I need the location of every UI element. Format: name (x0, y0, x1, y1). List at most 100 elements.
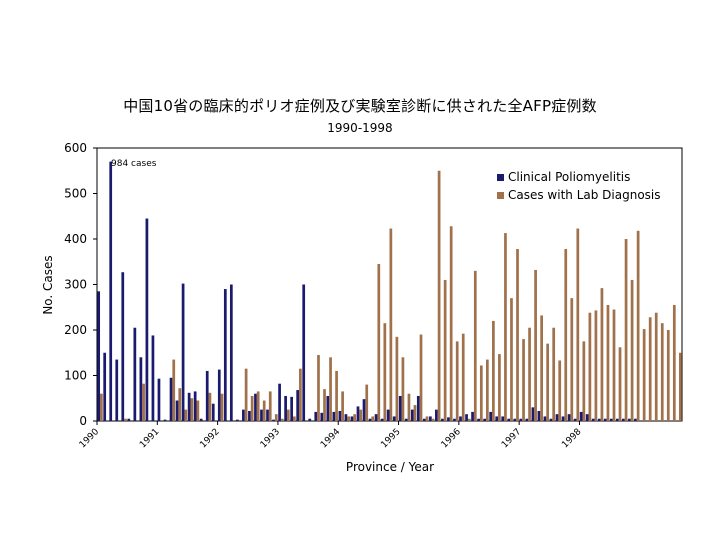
bar-clinical (525, 418, 529, 421)
bar-clinical (326, 395, 330, 421)
bar-lab (618, 347, 622, 421)
bar-lab (268, 391, 272, 421)
bar-clinical (272, 419, 275, 421)
bar-clinical (145, 218, 149, 421)
bar-lab (407, 393, 411, 421)
bar-lab (516, 249, 519, 421)
bar-lab (359, 409, 363, 421)
bar-lab (437, 170, 441, 421)
bar-clinical (169, 377, 173, 421)
bar-clinical (338, 410, 342, 421)
legend: Clinical Poliomyelitis Cases with Lab Di… (497, 168, 661, 204)
bar-lab (142, 383, 145, 421)
bar-clinical (561, 416, 565, 421)
y-tick-label: 300 (64, 278, 87, 292)
bar-clinical (543, 416, 547, 421)
bar-lab (678, 352, 682, 421)
bar-lab (395, 336, 399, 421)
bar-lab (208, 392, 212, 421)
bar-clinical (441, 418, 444, 421)
bar-clinical (386, 409, 390, 421)
bar-clinical (489, 411, 493, 421)
bar-lab (455, 341, 459, 421)
bar-clinical (157, 378, 161, 421)
bar-clinical (477, 418, 480, 421)
bar-lab (582, 341, 586, 421)
bar-lab (100, 393, 103, 421)
legend-item-clinical: Clinical Poliomyelitis (497, 168, 661, 186)
bar-clinical (519, 418, 523, 421)
chart-title: 中国10省の臨床的ポリオ症例及び実験室診断に供された全AFP症例数 (123, 97, 597, 115)
bar-lab (280, 418, 284, 421)
bar-clinical (109, 161, 113, 421)
bars (97, 161, 682, 421)
bar-lab (672, 304, 676, 421)
bar-clinical (549, 418, 553, 421)
bar-lab (498, 354, 501, 421)
bar-lab (660, 323, 664, 421)
bar-clinical (278, 383, 281, 421)
bar-clinical (392, 416, 396, 421)
chart-subtitle: 1990-1998 (327, 121, 393, 135)
bar-clinical (332, 411, 336, 421)
bar-clinical (302, 284, 306, 421)
bar-clinical (350, 416, 354, 421)
bar-clinical (374, 414, 378, 421)
bar-lab (576, 228, 580, 421)
bar-clinical (284, 395, 287, 421)
annotation-label: 984 cases (111, 159, 157, 169)
bar-clinical (290, 396, 294, 421)
y-tick-label: 200 (64, 323, 87, 337)
bar-lab (371, 416, 375, 421)
bar-lab (588, 312, 592, 421)
x-tick-label: 1992 (198, 427, 221, 450)
bar-lab (552, 327, 556, 421)
bar-lab (377, 264, 381, 421)
bar-clinical (531, 407, 535, 421)
y-tick-label: 400 (64, 232, 87, 246)
bar-clinical (211, 403, 215, 421)
bar-clinical (398, 395, 402, 421)
bar-clinical (615, 418, 619, 421)
legend-label-lab: Cases with Lab Diagnosis (508, 188, 661, 202)
bar-lab (250, 395, 254, 421)
bar-lab (666, 330, 670, 421)
bar-clinical (97, 291, 101, 421)
bar-lab (461, 333, 465, 421)
bar-lab (479, 365, 483, 421)
bar-lab (299, 368, 302, 421)
bar-lab (443, 279, 447, 421)
bar-lab (317, 355, 320, 421)
x-tick-label: 1993 (259, 427, 282, 450)
bar-clinical (501, 416, 505, 421)
bar-clinical (344, 414, 348, 421)
bar-lab (274, 414, 278, 421)
bar-lab (347, 416, 350, 421)
bar-lab (413, 405, 417, 421)
bar-lab (534, 269, 537, 421)
bar-clinical (205, 370, 209, 421)
x-tick-label: 1998 (560, 427, 583, 450)
bar-clinical (579, 411, 583, 421)
bar-clinical (416, 395, 420, 421)
bar-clinical (603, 418, 607, 421)
bar-lab (600, 288, 604, 421)
bar-clinical (199, 418, 203, 421)
x-tick-label: 1996 (440, 427, 463, 450)
bar-lab (636, 230, 640, 421)
bar-clinical (193, 391, 197, 421)
bar-lab (178, 388, 182, 421)
bar-lab (546, 343, 550, 421)
y-tick-label: 600 (64, 141, 87, 155)
x-axis-label: Province / Year (345, 460, 435, 474)
bar-lab (485, 359, 489, 421)
bar-lab (383, 323, 387, 421)
legend-label-clinical: Clinical Poliomyelitis (508, 170, 631, 184)
bar-clinical (248, 410, 251, 421)
bar-lab (124, 418, 127, 421)
bar-clinical (296, 390, 300, 421)
bar-clinical (410, 409, 414, 421)
bar-clinical (115, 359, 119, 421)
bar-clinical (447, 417, 450, 421)
